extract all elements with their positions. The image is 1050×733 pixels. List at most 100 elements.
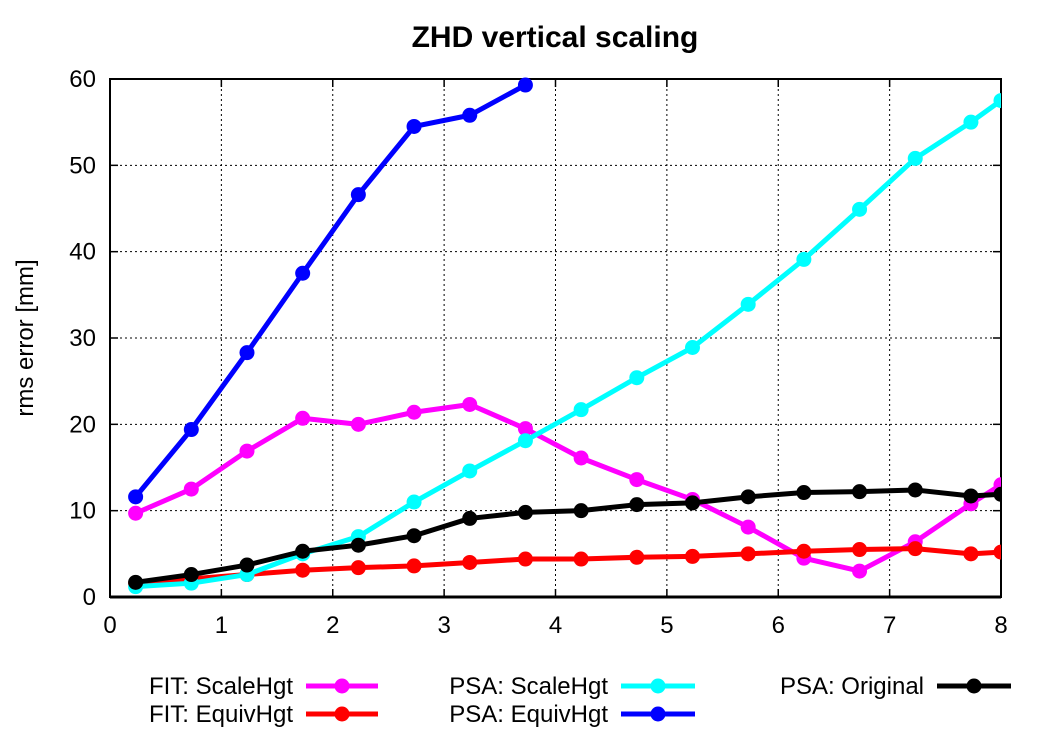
series-psa-original	[128, 482, 1001, 590]
data-point	[295, 410, 311, 426]
data-point	[350, 416, 366, 432]
data-point	[740, 546, 756, 562]
data-point	[629, 497, 645, 513]
series-psa-equivhgt	[128, 77, 533, 505]
data-point	[462, 554, 478, 570]
x-tick-label: 8	[994, 612, 1007, 639]
data-point	[740, 296, 756, 312]
grid-lines	[110, 79, 1001, 597]
data-point	[462, 510, 478, 526]
data-point	[573, 503, 589, 519]
data-point	[993, 486, 1001, 502]
x-tick-label: 6	[772, 612, 785, 639]
legend-label: FIT: EquivHgt	[149, 701, 293, 728]
x-tick-label: 2	[326, 612, 339, 639]
series-psa-scalehgt	[128, 93, 1001, 595]
series-fit-scalehgt	[128, 396, 1001, 579]
legend-marker	[966, 678, 982, 694]
y-tick-label: 40	[69, 239, 96, 266]
y-tick-label: 60	[69, 66, 96, 93]
data-point	[128, 574, 144, 590]
data-point	[406, 494, 422, 510]
data-point	[740, 489, 756, 505]
y-tick-label: 10	[69, 498, 96, 525]
x-tick-label: 7	[883, 612, 896, 639]
data-point	[183, 567, 199, 583]
data-point	[128, 505, 144, 521]
legend-entry: FIT: EquivHgt	[149, 701, 378, 728]
x-tick-label: 5	[660, 612, 673, 639]
x-tick-label: 4	[549, 612, 562, 639]
y-axis-label: rms error [mm]	[12, 259, 39, 416]
data-point	[907, 482, 923, 498]
data-point	[295, 562, 311, 578]
legend-marker	[650, 678, 666, 694]
data-point	[852, 542, 868, 558]
data-point	[740, 519, 756, 535]
data-point	[907, 541, 923, 557]
data-point	[239, 443, 255, 459]
data-point	[239, 345, 255, 361]
data-point	[573, 551, 589, 567]
data-point	[517, 77, 533, 93]
data-point	[517, 551, 533, 567]
data-point	[295, 265, 311, 281]
data-point	[517, 504, 533, 520]
data-point	[796, 543, 812, 559]
y-tick-label: 0	[83, 584, 96, 611]
chart-title: ZHD vertical scaling	[412, 21, 699, 54]
y-tick-label: 30	[69, 325, 96, 352]
x-tick-label: 0	[103, 612, 116, 639]
data-point	[963, 488, 979, 504]
data-point	[462, 463, 478, 479]
data-point	[684, 339, 700, 355]
data-point	[183, 481, 199, 497]
data-point	[684, 495, 700, 511]
legend-entry: PSA: ScaleHgt	[449, 673, 695, 700]
y-tick-label: 50	[69, 152, 96, 179]
data-point	[852, 484, 868, 500]
legend-label: PSA: EquivHgt	[449, 701, 608, 728]
series-line	[134, 401, 1001, 574]
data-point	[852, 201, 868, 217]
data-series	[128, 77, 1001, 595]
data-point	[993, 544, 1001, 560]
data-point	[963, 546, 979, 562]
x-tick-label: 1	[215, 612, 228, 639]
legend-entry: PSA: EquivHgt	[449, 701, 695, 728]
data-point	[239, 557, 255, 573]
axes	[109, 78, 1002, 599]
data-point	[629, 549, 645, 565]
data-point	[852, 563, 868, 579]
data-point	[963, 114, 979, 130]
y-tick-label: 20	[69, 411, 96, 438]
series-line	[135, 98, 1001, 590]
data-point	[517, 421, 533, 437]
data-point	[517, 433, 533, 449]
legend-label: PSA: Original	[780, 673, 924, 700]
data-point	[629, 370, 645, 386]
data-point	[629, 472, 645, 488]
legend-marker	[334, 706, 350, 722]
x-tick-label: 3	[437, 612, 450, 639]
data-point	[684, 548, 700, 564]
data-point	[796, 251, 812, 267]
data-point	[406, 528, 422, 544]
data-point	[462, 107, 478, 123]
data-point	[406, 118, 422, 134]
tick-labels: 0 1 2 3 4 5 6 7 8 0 10 20 30 40 50 60	[69, 66, 1007, 639]
legend-label: FIT: ScaleHgt	[149, 673, 293, 700]
legend-label: PSA: ScaleHgt	[449, 673, 608, 700]
data-point	[350, 560, 366, 576]
data-point	[796, 485, 812, 501]
data-point	[573, 402, 589, 418]
series-line	[133, 82, 527, 499]
data-point	[350, 537, 366, 553]
data-point	[993, 93, 1001, 109]
data-point	[573, 450, 589, 466]
legend-marker	[650, 706, 666, 722]
data-point	[462, 396, 478, 412]
data-point	[183, 422, 199, 438]
